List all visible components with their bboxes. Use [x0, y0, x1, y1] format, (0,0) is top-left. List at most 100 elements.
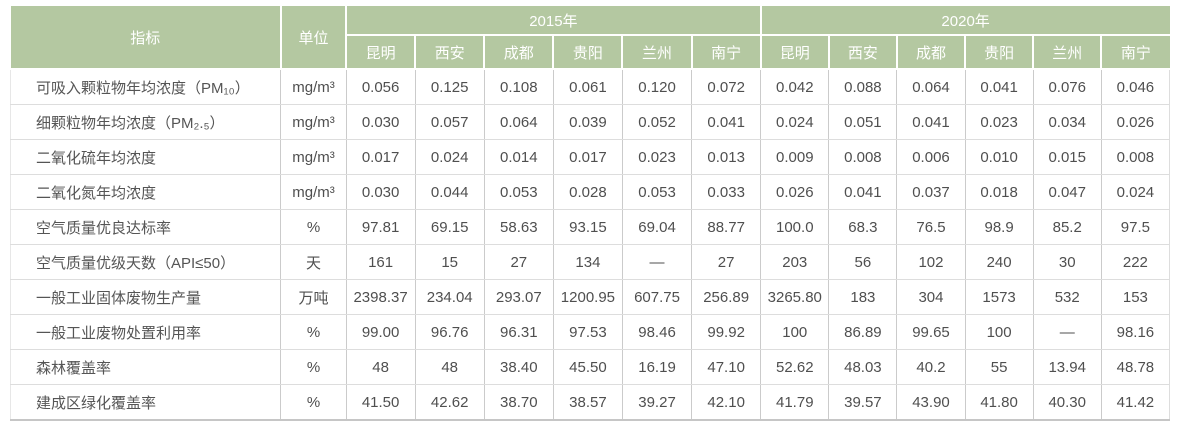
- value-cell: 98.46: [621, 314, 693, 350]
- city-header-chengdu-2015: 成都: [483, 34, 555, 70]
- value-cell: 56: [828, 244, 898, 280]
- value-cell: 0.051: [828, 104, 898, 140]
- unit-cell: 万吨: [280, 279, 347, 315]
- value-cell: 0.008: [1100, 139, 1171, 175]
- value-cell: 96.31: [483, 314, 554, 350]
- value-cell: 45.50: [552, 349, 623, 385]
- value-cell: 0.024: [414, 139, 485, 175]
- value-cell: 100: [964, 314, 1034, 350]
- value-cell: 0.026: [1100, 104, 1171, 140]
- value-cell: 0.061: [552, 69, 623, 105]
- value-cell: 183: [828, 279, 898, 315]
- value-cell: 0.042: [760, 69, 830, 105]
- city-header-xian-2020: 西安: [827, 34, 898, 70]
- value-cell: 48: [345, 349, 416, 385]
- value-cell: 0.041: [691, 104, 762, 140]
- table-row: 建成区绿化覆盖率% 41.50 42.62 38.70 38.57 39.27 42.10 4…: [9, 384, 1171, 421]
- value-cell: 532: [1032, 279, 1102, 315]
- value-cell: 134: [552, 244, 623, 280]
- value-cell: 0.044: [414, 174, 485, 210]
- city-header-kunming-2015: 昆明: [346, 34, 417, 70]
- indicator-cell: 可吸入颗粒物年均浓度（PM₁₀）: [9, 69, 282, 105]
- value-cell: 240: [964, 244, 1034, 280]
- table-row: 细颗粒物年均浓度（PM₂.₅） mg/m³ 0.030 0.057 0.064 0.039…: [9, 104, 1171, 140]
- value-cell: 0.057: [414, 104, 485, 140]
- city-header-lanzhou-2020: 兰州: [1032, 34, 1103, 70]
- value-cell: 0.052: [621, 104, 693, 140]
- value-cell: 0.072: [691, 69, 762, 105]
- value-cell: 98.9: [964, 209, 1034, 245]
- value-cell: 39.27: [621, 384, 693, 421]
- indicator-cell: 二氧化氮年均浓度: [9, 174, 282, 210]
- table-row: 二氧化硫年均浓度 mg/m³ 0.017 0.024 0.014 0.017 0.023 0.…: [9, 139, 1171, 175]
- value-cell: 0.008: [828, 139, 898, 175]
- value-cell: 203: [760, 244, 830, 280]
- table-row: 森林覆盖率% 48 48 38.40 45.50 16.19 47.10 52.62 48.03…: [9, 349, 1171, 385]
- value-cell: 256.89: [691, 279, 762, 315]
- city-header-guiyang-2020: 贵阳: [964, 34, 1035, 70]
- value-cell: 30: [1032, 244, 1102, 280]
- value-cell: 0.076: [1032, 69, 1102, 105]
- value-cell: 153: [1100, 279, 1171, 315]
- year-2020-header-cell: 2020年: [759, 6, 1170, 36]
- value-cell: 38.40: [483, 349, 554, 385]
- value-cell: 86.89: [828, 314, 898, 350]
- value-cell: 69.04: [621, 209, 693, 245]
- value-cell: 58.63: [483, 209, 554, 245]
- value-cell: 15: [414, 244, 485, 280]
- value-cell: 27: [691, 244, 762, 280]
- value-cell: 222: [1100, 244, 1171, 280]
- value-cell: 0.024: [760, 104, 830, 140]
- value-cell: 0.006: [896, 139, 966, 175]
- value-cell: 0.026: [760, 174, 830, 210]
- value-cell: 0.013: [691, 139, 762, 175]
- value-cell: 3265.80: [760, 279, 830, 315]
- value-cell: 41.42: [1100, 384, 1171, 421]
- value-cell: 102: [896, 244, 966, 280]
- value-cell: 41.50: [345, 384, 416, 421]
- value-cell: 0.023: [964, 104, 1034, 140]
- value-cell: 1573: [964, 279, 1034, 315]
- value-cell: 27: [483, 244, 554, 280]
- city-header-lanzhou-2015: 兰州: [621, 34, 693, 70]
- city-header-nanning-2020: 南宁: [1100, 34, 1170, 70]
- value-cell: 0.108: [483, 69, 554, 105]
- indicator-header-cell: 指标: [10, 6, 282, 70]
- value-cell: 0.018: [964, 174, 1034, 210]
- value-cell: 304: [896, 279, 966, 315]
- value-cell: 0.015: [1032, 139, 1102, 175]
- value-cell: —: [621, 244, 693, 280]
- value-cell: 99.65: [896, 314, 966, 350]
- value-cell: 0.046: [1100, 69, 1171, 105]
- table-row: 一般工业废物处置利用率% 99.00 96.76 96.31 97.53 98.46 99.…: [9, 314, 1171, 350]
- value-cell: 52.62: [760, 349, 830, 385]
- indicator-cell: 细颗粒物年均浓度（PM₂.₅）: [9, 104, 282, 140]
- table-body: 可吸入颗粒物年均浓度（PM₁₀） mg/m³ 0.056 0.125 0.108 0.06…: [9, 69, 1171, 421]
- value-cell: 42.10: [691, 384, 762, 421]
- value-cell: 96.76: [414, 314, 485, 350]
- value-cell: 99.00: [345, 314, 416, 350]
- value-cell: 0.024: [1100, 174, 1171, 210]
- value-cell: 41.79: [760, 384, 830, 421]
- value-cell: 0.039: [552, 104, 623, 140]
- table-row: 空气质量优良达标率% 97.81 69.15 58.63 93.15 69.04 88.77…: [9, 209, 1171, 245]
- value-cell: 0.053: [483, 174, 554, 210]
- value-cell: 97.53: [552, 314, 623, 350]
- value-cell: 41.80: [964, 384, 1034, 421]
- value-cell: 0.037: [896, 174, 966, 210]
- environment-indicators-table: 指标 单位 2015年 2020年 昆明 西安 成都 贵阳 兰州 南宁 昆明 西…: [9, 6, 1171, 421]
- value-cell: 85.2: [1032, 209, 1102, 245]
- city-header-chengdu-2020: 成都: [895, 34, 967, 70]
- unit-cell: 天: [280, 244, 347, 280]
- unit-cell: %: [280, 349, 347, 385]
- value-cell: 0.064: [896, 69, 966, 105]
- unit-cell: mg/m³: [280, 69, 347, 105]
- value-cell: 0.033: [691, 174, 762, 210]
- value-cell: 99.92: [691, 314, 762, 350]
- unit-cell: %: [280, 384, 347, 421]
- header-city-row: 昆明 西安 成都 贵阳 兰州 南宁 昆明 西安 成都 贵阳 兰州 南宁: [11, 34, 1170, 70]
- table-row: 空气质量优级天数（API≤50）天 161 15 27 134—27 203 56 102 24…: [9, 244, 1171, 280]
- unit-cell: %: [280, 209, 347, 245]
- value-cell: 16.19: [621, 349, 693, 385]
